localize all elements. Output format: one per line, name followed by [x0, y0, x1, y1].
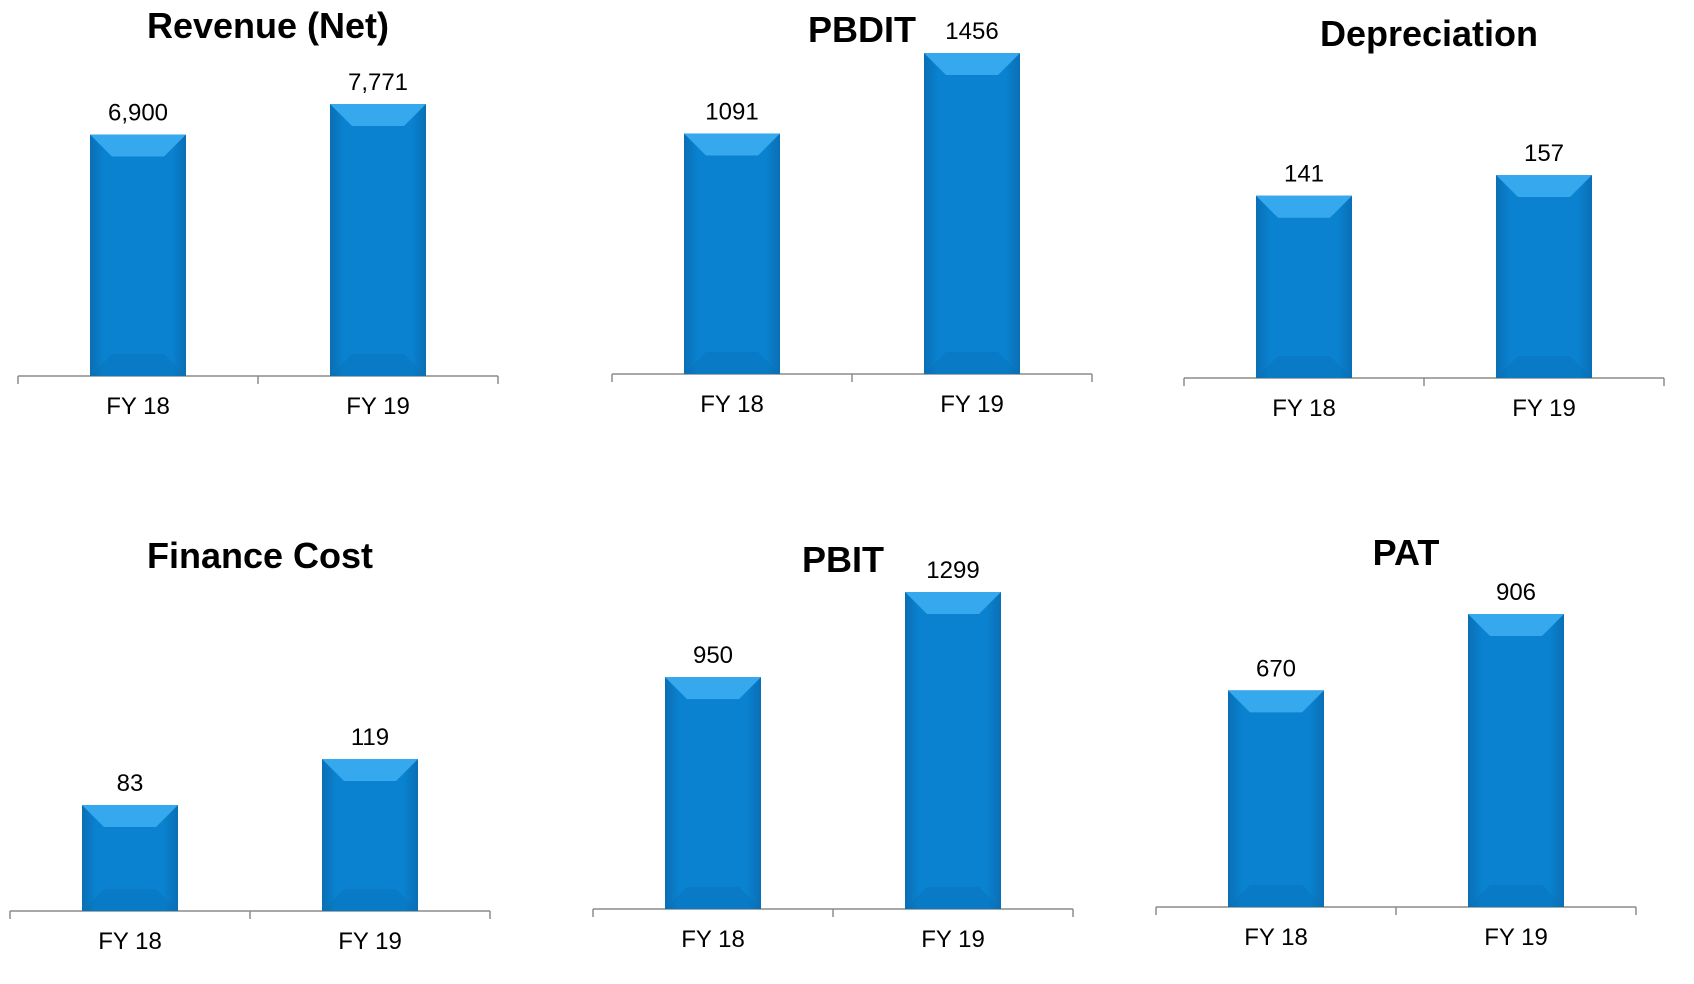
- chart-panel: Depreciation 141 FY 18 157 FY 19: [1183, 0, 1694, 440]
- bar-bevel: [684, 133, 780, 156]
- bar-chart: Depreciation 141 FY 18 157 FY 19: [1183, 13, 1665, 422]
- bar-bevel: [1496, 356, 1592, 378]
- bar-bevel: [330, 354, 426, 376]
- bar-bevel: [1228, 885, 1324, 907]
- data-label: 1456: [945, 18, 998, 45]
- x-tick-label: FY 19: [1484, 924, 1548, 951]
- x-tick-label: FY 18: [1244, 924, 1308, 951]
- bar-bevel: [1228, 690, 1324, 713]
- bar-bevel: [90, 354, 186, 376]
- x-tick-label: FY 18: [681, 926, 745, 953]
- bar-bevel: [665, 887, 761, 909]
- bar-fy-18: [1228, 690, 1324, 907]
- x-tick-label: FY 18: [700, 391, 764, 418]
- bar-fy-19: [1468, 614, 1564, 907]
- bar-bevel: [1496, 175, 1592, 197]
- data-label: 1091: [705, 98, 758, 125]
- bar-fy-18: [665, 677, 761, 909]
- x-tick-label: FY 18: [106, 393, 170, 420]
- chart-title: Finance Cost: [147, 535, 373, 576]
- x-tick-label: FY 19: [940, 391, 1004, 418]
- chart-title: PAT: [1373, 532, 1440, 573]
- bar-bevel: [82, 889, 178, 911]
- bar-chart: PBDIT 1091 FY 18 1456 FY 19: [611, 9, 1093, 418]
- chart-title: Depreciation: [1320, 13, 1538, 54]
- chart-panel: Revenue (Net) 6,900 FY 18 7,771 FY 19: [17, 0, 538, 440]
- data-label: 141: [1284, 161, 1324, 188]
- chart-panel: PAT 670 FY 18 906 FY 19: [1155, 532, 1676, 984]
- bar-fy-19: [322, 759, 418, 911]
- bar-fy-18: [1256, 195, 1352, 378]
- x-tick-label: FY 19: [338, 928, 402, 955]
- data-label: 1299: [926, 557, 979, 584]
- x-tick-label: FY 18: [1272, 395, 1336, 422]
- x-tick-label: FY 18: [98, 928, 162, 955]
- bar-bevel: [1256, 356, 1352, 378]
- x-tick-label: FY 19: [346, 393, 410, 420]
- bar-bevel: [330, 104, 426, 126]
- bar-bevel: [82, 804, 178, 827]
- bar-bevel: [1468, 885, 1564, 907]
- bar-bevel: [90, 134, 186, 157]
- chart-title: Revenue (Net): [147, 5, 389, 46]
- chart-title: PBDIT: [808, 9, 916, 50]
- data-label: 157: [1524, 140, 1564, 167]
- x-tick-label: FY 19: [921, 926, 985, 953]
- chart-panel: Finance Cost 83 FY 18 119 FY 19: [9, 535, 530, 984]
- bar-bevel: [924, 352, 1020, 374]
- bar-bevel: [1256, 195, 1352, 218]
- bar-fy-19: [905, 592, 1001, 909]
- x-tick-label: FY 19: [1512, 395, 1576, 422]
- chart-panel: PBDIT 1091 FY 18 1456 FY 19: [611, 0, 1132, 440]
- bar-chart: PAT 670 FY 18 906 FY 19: [1155, 532, 1637, 951]
- bar-fy-18: [684, 133, 780, 374]
- data-label: 950: [693, 642, 733, 669]
- chart-panel: PBIT 950 FY 18 1299 FY 19: [592, 535, 1113, 984]
- bar-bevel: [684, 352, 780, 374]
- bar-bevel: [665, 677, 761, 700]
- bar-bevel: [322, 759, 418, 781]
- data-label: 119: [351, 724, 389, 751]
- data-label: 6,900: [108, 99, 168, 126]
- bar-chart: Revenue (Net) 6,900 FY 18 7,771 FY 19: [17, 5, 499, 420]
- bar-fy-19: [330, 104, 426, 376]
- bar-bevel: [1468, 614, 1564, 636]
- bar-bevel: [924, 53, 1020, 75]
- bar-fy-19: [924, 53, 1020, 374]
- data-label: 670: [1256, 655, 1296, 682]
- bar-fy-18: [90, 134, 186, 376]
- bar-chart: Finance Cost 83 FY 18 119 FY 19: [9, 535, 491, 955]
- bar-fy-19: [1496, 175, 1592, 378]
- bar-bevel: [905, 887, 1001, 909]
- bar-chart: PBIT 950 FY 18 1299 FY 19: [592, 539, 1074, 953]
- bar-bevel: [322, 889, 418, 911]
- data-label: 906: [1496, 579, 1536, 606]
- chart-title: PBIT: [802, 539, 884, 580]
- data-label: 83: [117, 770, 144, 797]
- data-label: 7,771: [348, 69, 408, 96]
- bar-bevel: [905, 592, 1001, 614]
